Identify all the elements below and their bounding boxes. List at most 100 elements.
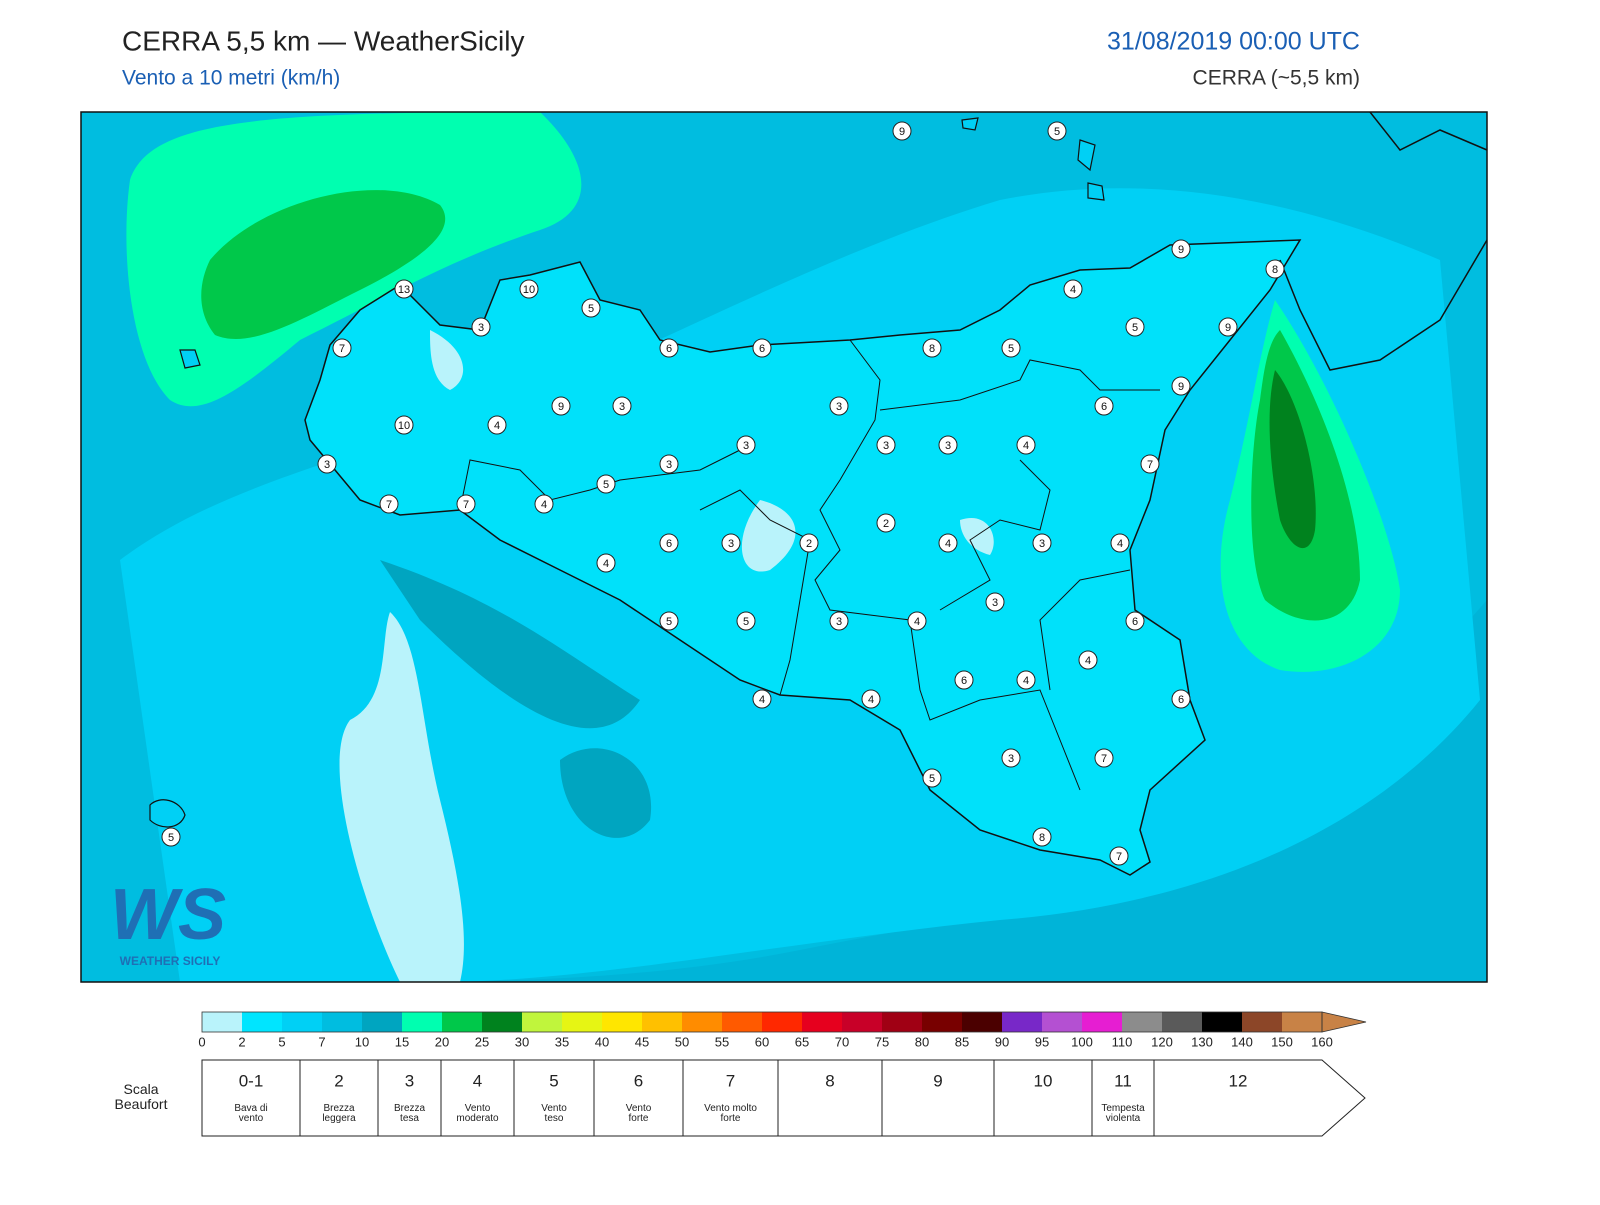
- beaufort-label: Vento teso: [541, 1103, 567, 1124]
- station-marker: [1125, 611, 1145, 631]
- colorbar-cell: [562, 1012, 602, 1032]
- station-marker: [1171, 239, 1191, 259]
- logo-name: WEATHER SICILY: [120, 954, 221, 968]
- station-marker: [1001, 748, 1021, 768]
- station-marker: [659, 611, 679, 631]
- colorbar-cell: [602, 1012, 642, 1032]
- station-marker: [1094, 396, 1114, 416]
- station-value: 6: [1178, 694, 1184, 706]
- colorbar-tick-label: 100: [1071, 1034, 1093, 1049]
- station-marker: [1110, 533, 1130, 553]
- colorbar-cell: [802, 1012, 842, 1032]
- station-value: 3: [836, 401, 842, 413]
- station-value: 3: [728, 538, 734, 550]
- station-value: 6: [759, 343, 765, 355]
- colorbar-cell: [242, 1012, 282, 1032]
- station-marker: [985, 592, 1005, 612]
- station-marker: [332, 338, 352, 358]
- colorbar-cell: [642, 1012, 682, 1032]
- colorbar-tick-label: 130: [1191, 1034, 1213, 1049]
- station-value: 6: [666, 538, 672, 550]
- station-value: 4: [1023, 675, 1029, 687]
- station-value: 9: [1178, 244, 1184, 256]
- station-value: 4: [868, 694, 874, 706]
- station-value: 4: [1070, 284, 1076, 296]
- field: [201, 190, 446, 339]
- colorbar-cell: [722, 1012, 762, 1032]
- station-marker: [1016, 670, 1036, 690]
- station-value: 3: [619, 401, 625, 413]
- colorbar-tick-label: 95: [1035, 1034, 1049, 1049]
- colorbar-cell: [762, 1012, 802, 1032]
- station-marker: [596, 553, 616, 573]
- station-marker: [596, 474, 616, 494]
- station-value: 7: [1116, 851, 1122, 863]
- station-marker: [1140, 454, 1160, 474]
- colorbar: 0 2 5 7 10 15 20 25 30 35 40 45 50 55 60 65 70 75 80 85 90 95…: [198, 1011, 1367, 1049]
- station-marker: [394, 415, 414, 435]
- station-marker: [736, 435, 756, 455]
- station-marker: [1078, 650, 1098, 670]
- station-marker: [394, 279, 414, 299]
- map: WS WEATHER SICILY: [80, 111, 1488, 983]
- station-marker: [1171, 376, 1191, 396]
- colorbar-tick-label: 5: [278, 1034, 285, 1049]
- station-value: 4: [945, 538, 951, 550]
- station-marker: [829, 396, 849, 416]
- station-marker: [892, 121, 912, 141]
- beaufort-force: 7: [726, 1071, 735, 1090]
- station-marker: [752, 338, 772, 358]
- beaufort-label: Tempesta violenta: [1101, 1103, 1145, 1124]
- colorbar-tick-label: 70: [835, 1034, 849, 1049]
- station-marker: [551, 396, 571, 416]
- station-value: 9: [558, 401, 564, 413]
- station-value: 10: [398, 420, 410, 432]
- station-value: 5: [588, 303, 594, 315]
- field: [339, 612, 464, 982]
- beaufort-force: 4: [473, 1071, 482, 1090]
- station-value: 7: [1147, 459, 1153, 471]
- colorbar-tick-label: 160: [1311, 1034, 1333, 1049]
- model: CERRA (~5,5 km): [1193, 67, 1360, 90]
- beaufort-force: 9: [933, 1071, 942, 1090]
- colorbar-cell: [962, 1012, 1002, 1032]
- station-value: 9: [899, 126, 905, 138]
- station-marker: [922, 338, 942, 358]
- colorbar-tick-label: 15: [395, 1034, 409, 1049]
- station-value: 7: [1101, 753, 1107, 765]
- station-value: 3: [478, 322, 484, 334]
- beaufort-force: 10: [1034, 1071, 1053, 1090]
- beaufort-label: Vento moderato: [456, 1103, 499, 1124]
- station-value: 3: [992, 597, 998, 609]
- station-value: 7: [339, 343, 345, 355]
- colorbar-tick-label: 2: [238, 1034, 245, 1049]
- colorbar-cell: [322, 1012, 362, 1032]
- colorbar-cell: [442, 1012, 482, 1032]
- station-marker: [1109, 846, 1129, 866]
- station-marker: [317, 454, 337, 474]
- station-marker: [721, 533, 741, 553]
- colorbar-tick-label: 150: [1271, 1034, 1293, 1049]
- station-marker: [954, 670, 974, 690]
- colorbar-tick-label: 60: [755, 1034, 769, 1049]
- station-marker: [876, 513, 896, 533]
- station-value: 3: [743, 440, 749, 452]
- station-value: 13: [398, 284, 410, 296]
- coast: [1279, 112, 1487, 371]
- station-marker: [1171, 689, 1191, 709]
- island: [149, 117, 1105, 828]
- station-marker: [1063, 279, 1083, 299]
- station-value: 4: [541, 499, 547, 511]
- station-marker: [861, 689, 881, 709]
- colorbar-cell: [1242, 1012, 1282, 1032]
- beaufort-force: 0-1: [239, 1071, 264, 1090]
- station-marker: [1047, 121, 1067, 141]
- station-marker: [456, 494, 476, 514]
- colorbar-tick-label: 65: [795, 1034, 809, 1049]
- station-marker: [922, 768, 942, 788]
- beaufort-title: Scala Beaufort: [115, 1081, 168, 1112]
- field: [380, 560, 652, 838]
- beaufort-label: Brezza tesa: [394, 1103, 426, 1124]
- beaufort-force: 12: [1229, 1071, 1248, 1090]
- beaufort-label: Bava di vento: [234, 1103, 267, 1124]
